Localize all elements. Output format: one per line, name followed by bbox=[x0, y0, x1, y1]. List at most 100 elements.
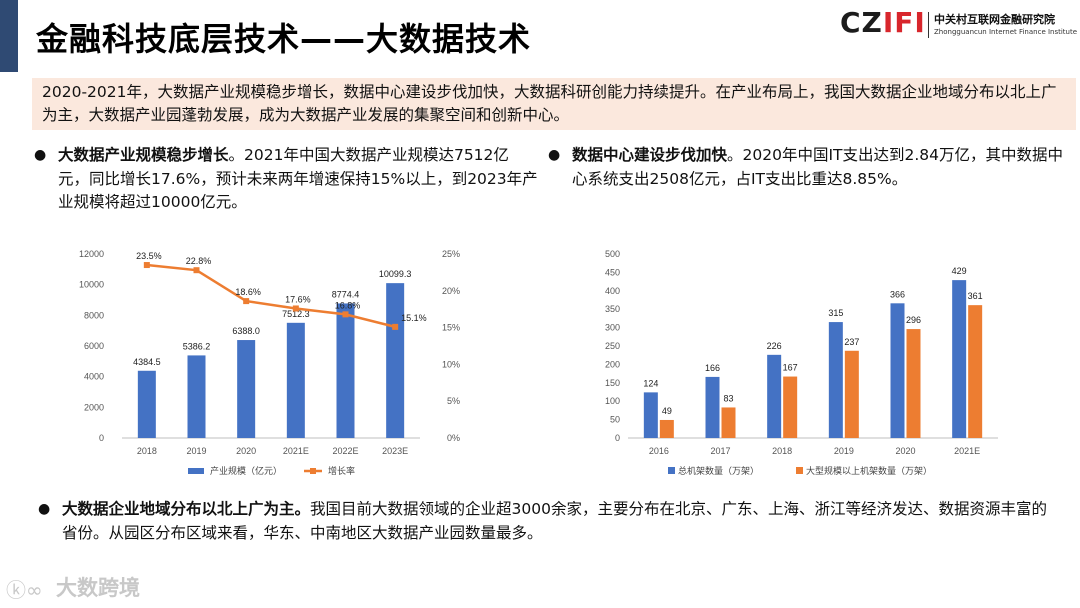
bar-large-racks bbox=[721, 407, 736, 438]
line-point bbox=[243, 298, 250, 305]
page-title: 金融科技底层技术——大数据技术 bbox=[36, 20, 532, 58]
bar-total-racks bbox=[952, 280, 967, 438]
x-tick-label: 2021E bbox=[283, 446, 309, 456]
bar-data-label: 49 bbox=[662, 406, 672, 416]
bar bbox=[137, 370, 156, 438]
legend-swatch-bar bbox=[188, 468, 204, 474]
bar bbox=[386, 283, 405, 438]
legend-swatch bbox=[796, 467, 803, 474]
bar-data-label: 315 bbox=[828, 308, 843, 318]
rack-count-chart: 0 50 100 150 200 250 300 350 400 450 500 124 49 2016 1… bbox=[605, 249, 998, 476]
logo-english-name: Zhongguancun Internet Finance Institute bbox=[934, 28, 1078, 36]
bar-data-label: 7512.3 bbox=[282, 309, 310, 319]
y-tick-label: 0 bbox=[99, 433, 104, 443]
line-point bbox=[193, 267, 200, 274]
line-point bbox=[342, 311, 349, 318]
watermark-text: 大数跨境 bbox=[56, 576, 140, 600]
bullet-dot: ● bbox=[38, 501, 51, 517]
x-tick-label: 2019 bbox=[834, 446, 854, 456]
y-tick-label: 450 bbox=[605, 267, 620, 277]
logo-mark-left: CZ bbox=[840, 6, 883, 39]
y-tick-label: 2000 bbox=[84, 402, 104, 412]
x-tick-label: 2019 bbox=[186, 446, 206, 456]
bullet-industry-scale: ● 大数据产业规模稳步增长。2021年中国大数据产业规模达7512亿元，同比增长… bbox=[34, 144, 538, 215]
x-tick-label: 2021E bbox=[954, 446, 980, 456]
legend-swatch bbox=[668, 467, 675, 474]
bar-large-racks bbox=[844, 350, 859, 438]
bar-total-racks bbox=[643, 392, 658, 438]
y-tick-label: 150 bbox=[605, 378, 620, 388]
bar-data-label: 10099.3 bbox=[379, 269, 412, 279]
line-data-label: 17.6% bbox=[285, 294, 311, 304]
bullet-regional-distribution: ● 大数据企业地域分布以北上广为主。我国目前大数据领域的企业超3000余家，主要… bbox=[38, 498, 1062, 545]
x-tick-label: 2018 bbox=[137, 446, 157, 456]
y-tick-label: 10000 bbox=[79, 280, 104, 290]
bar-data-label: 166 bbox=[705, 363, 720, 373]
bar-data-label: 4384.5 bbox=[133, 357, 161, 367]
x-tick-label: 2020 bbox=[236, 446, 256, 456]
legend-label: 大型规模以上机架数量（万架） bbox=[806, 465, 932, 476]
bar bbox=[237, 340, 256, 438]
legend-swatch-marker bbox=[310, 468, 316, 474]
bar bbox=[286, 322, 305, 438]
bar-total-racks bbox=[828, 322, 843, 438]
bar-data-label: 429 bbox=[952, 266, 967, 276]
x-tick-label: 2018 bbox=[772, 446, 792, 456]
line-data-label: 22.8% bbox=[186, 256, 212, 266]
bullet-heading: 大数据产业规模稳步增长 bbox=[58, 146, 229, 164]
y-tick-label: 300 bbox=[605, 323, 620, 333]
bar-data-label: 237 bbox=[844, 337, 859, 347]
x-tick-label: 2023E bbox=[382, 446, 408, 456]
legend-label: 产业规模（亿元） bbox=[210, 465, 282, 476]
y-tick-label: 400 bbox=[605, 286, 620, 296]
bullet-text: 。2021年中国大数据产业规模达7512亿元，同比增长17.6%，预计未来两年增… bbox=[58, 146, 538, 211]
y-tick-label: 4000 bbox=[84, 372, 104, 382]
y-tick-label: 0 bbox=[615, 433, 620, 443]
bullet-dot: ● bbox=[34, 147, 47, 163]
ko-logo-icon: ⓚ∞ bbox=[6, 578, 43, 602]
line-data-label: 16.8% bbox=[335, 300, 361, 310]
legend-label: 总机架数量（万架） bbox=[678, 465, 759, 476]
bar-data-label: 366 bbox=[890, 289, 905, 299]
logo-mark: CZIFI bbox=[840, 6, 926, 39]
bar-data-label: 226 bbox=[767, 341, 782, 351]
y-tick-label: 200 bbox=[605, 359, 620, 369]
line-point bbox=[292, 305, 299, 312]
logo-mark-right: IFI bbox=[882, 6, 926, 39]
line-point bbox=[392, 323, 399, 330]
bar-total-racks bbox=[767, 354, 782, 438]
summary-box: 2020-2021年，大数据产业规模稳步增长，数据中心建设步伐加快，大数据科研创… bbox=[32, 78, 1076, 130]
bullet-heading: 数据中心建设步伐加快 bbox=[572, 146, 728, 164]
bar-data-label: 167 bbox=[783, 363, 798, 373]
logo-chinese-name: 中关村互联网金融研究院 bbox=[934, 13, 1055, 26]
y2-tick-label: 5% bbox=[447, 396, 460, 406]
bar bbox=[336, 303, 355, 438]
y-tick-label: 12000 bbox=[79, 249, 104, 259]
bullet-dot: ● bbox=[548, 147, 561, 163]
institute-logo: CZIFI 中关村互联网金融研究院 Zhongguancun Internet … bbox=[840, 6, 1078, 44]
industry-scale-chart: 0 2000 4000 6000 8000 10000 12000 0% 5% 10% 15% 20%… bbox=[79, 249, 460, 476]
bar-large-racks bbox=[906, 329, 921, 438]
title-accent-bar bbox=[0, 0, 18, 72]
bar-large-racks bbox=[659, 419, 674, 438]
y2-tick-label: 0% bbox=[447, 433, 460, 443]
bar-data-label: 83 bbox=[723, 393, 733, 403]
y-tick-label: 8000 bbox=[84, 310, 104, 320]
bar-data-label: 8774.4 bbox=[332, 289, 360, 299]
legend-label: 增长率 bbox=[328, 465, 355, 476]
bar-large-racks bbox=[968, 305, 983, 438]
y2-tick-label: 10% bbox=[442, 359, 460, 369]
y-tick-label: 6000 bbox=[84, 341, 104, 351]
bullet-data-center: ● 数据中心建设步伐加快。2020年中国IT支出达到2.84万亿，其中数据中心系… bbox=[548, 144, 1072, 191]
line-data-label: 23.5% bbox=[136, 251, 162, 261]
bullet-text: 。2020年中国IT支出达到2.84万亿，其中数据中心系统支出2508亿元，占I… bbox=[572, 146, 1064, 188]
bar-total-racks bbox=[890, 303, 905, 438]
y-tick-label: 500 bbox=[605, 249, 620, 259]
y-tick-label: 50 bbox=[610, 415, 620, 425]
y2-tick-label: 20% bbox=[442, 286, 460, 296]
bar-total-racks bbox=[705, 376, 720, 438]
bar-data-label: 296 bbox=[906, 315, 921, 325]
bar-large-racks bbox=[783, 376, 798, 438]
line-data-label: 15.1% bbox=[401, 313, 427, 323]
x-tick-label: 2016 bbox=[649, 446, 669, 456]
